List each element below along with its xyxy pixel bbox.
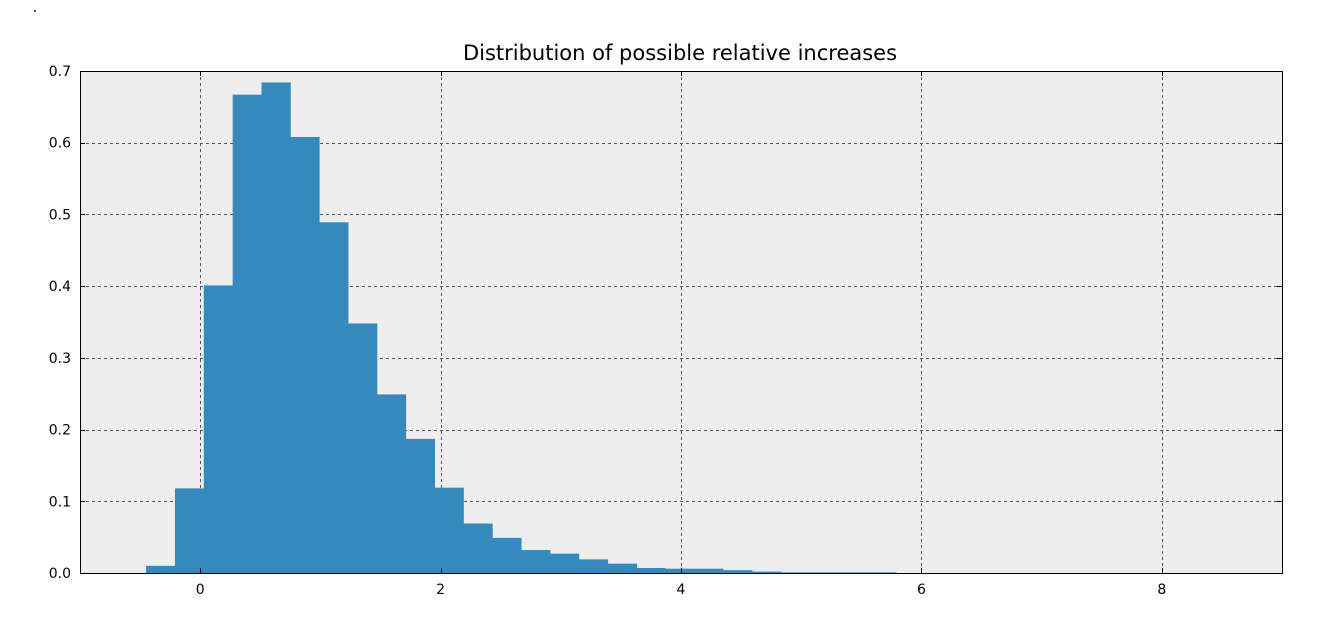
x-tick-label: 2 xyxy=(436,582,445,598)
histogram-bar xyxy=(665,568,695,573)
histogram-bar xyxy=(607,563,637,573)
histogram-bar xyxy=(405,438,435,573)
y-tick-label: 0.0 xyxy=(49,566,71,582)
histogram-bar xyxy=(348,323,378,573)
y-tick-label: 0.3 xyxy=(49,351,71,367)
x-tick-label: 6 xyxy=(917,582,926,598)
x-tick-label: 4 xyxy=(677,582,686,598)
histogram-bar xyxy=(463,523,493,573)
histogram-bar xyxy=(578,559,609,573)
tick-marks xyxy=(80,71,1282,574)
histogram-bar xyxy=(232,94,262,574)
histogram-bar xyxy=(723,570,753,573)
chart-title: Distribution of possible relative increa… xyxy=(463,41,897,65)
histogram-bar xyxy=(434,487,464,573)
histogram-bar xyxy=(174,488,205,573)
histogram-bar xyxy=(521,550,551,573)
histogram-bar xyxy=(203,285,234,573)
histogram-bar xyxy=(838,572,868,573)
histogram-bar xyxy=(146,565,176,573)
histogram-bar xyxy=(290,136,320,574)
histogram-bars xyxy=(146,82,897,574)
y-tick-labels: 0.0 0.1 0.2 0.3 0.4 0.5 0.6 0.7 xyxy=(49,64,71,582)
histogram-bar xyxy=(319,222,349,573)
histogram-bar xyxy=(780,572,811,573)
histogram-bar xyxy=(261,82,291,573)
x-tick-labels: 0 2 4 6 8 xyxy=(196,582,1167,598)
histogram-bar xyxy=(809,572,839,573)
y-tick-label: 0.5 xyxy=(49,207,71,223)
histogram-bar xyxy=(376,394,407,573)
stray-dot xyxy=(34,10,36,12)
x-tick-label: 8 xyxy=(1157,582,1166,598)
histogram-bar xyxy=(751,571,782,573)
y-tick-label: 0.2 xyxy=(49,423,71,439)
y-tick-label: 0.1 xyxy=(49,494,71,510)
y-tick-label: 0.6 xyxy=(49,136,71,152)
histogram-bar xyxy=(492,537,522,573)
histogram-bar xyxy=(867,572,897,573)
x-tick-label: 0 xyxy=(196,582,205,598)
histogram-bar xyxy=(694,568,724,573)
histogram-bar xyxy=(549,553,580,573)
histogram-bar xyxy=(636,567,666,573)
y-tick-label: 0.4 xyxy=(49,279,71,295)
y-tick-label: 0.7 xyxy=(49,64,71,80)
